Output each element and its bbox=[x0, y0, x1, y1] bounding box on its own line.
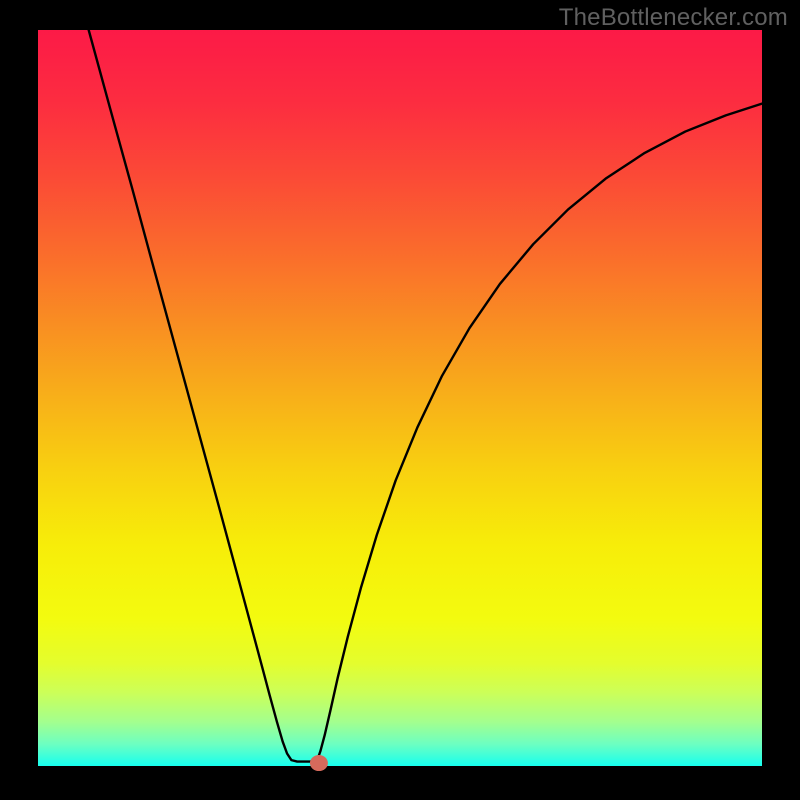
watermark-text: TheBottlenecker.com bbox=[559, 4, 788, 32]
bottleneck-chart: TheBottlenecker.com bbox=[0, 0, 800, 800]
chart-plot-background bbox=[38, 30, 762, 766]
chart-svg bbox=[0, 0, 800, 800]
optimal-point-marker bbox=[310, 755, 328, 771]
